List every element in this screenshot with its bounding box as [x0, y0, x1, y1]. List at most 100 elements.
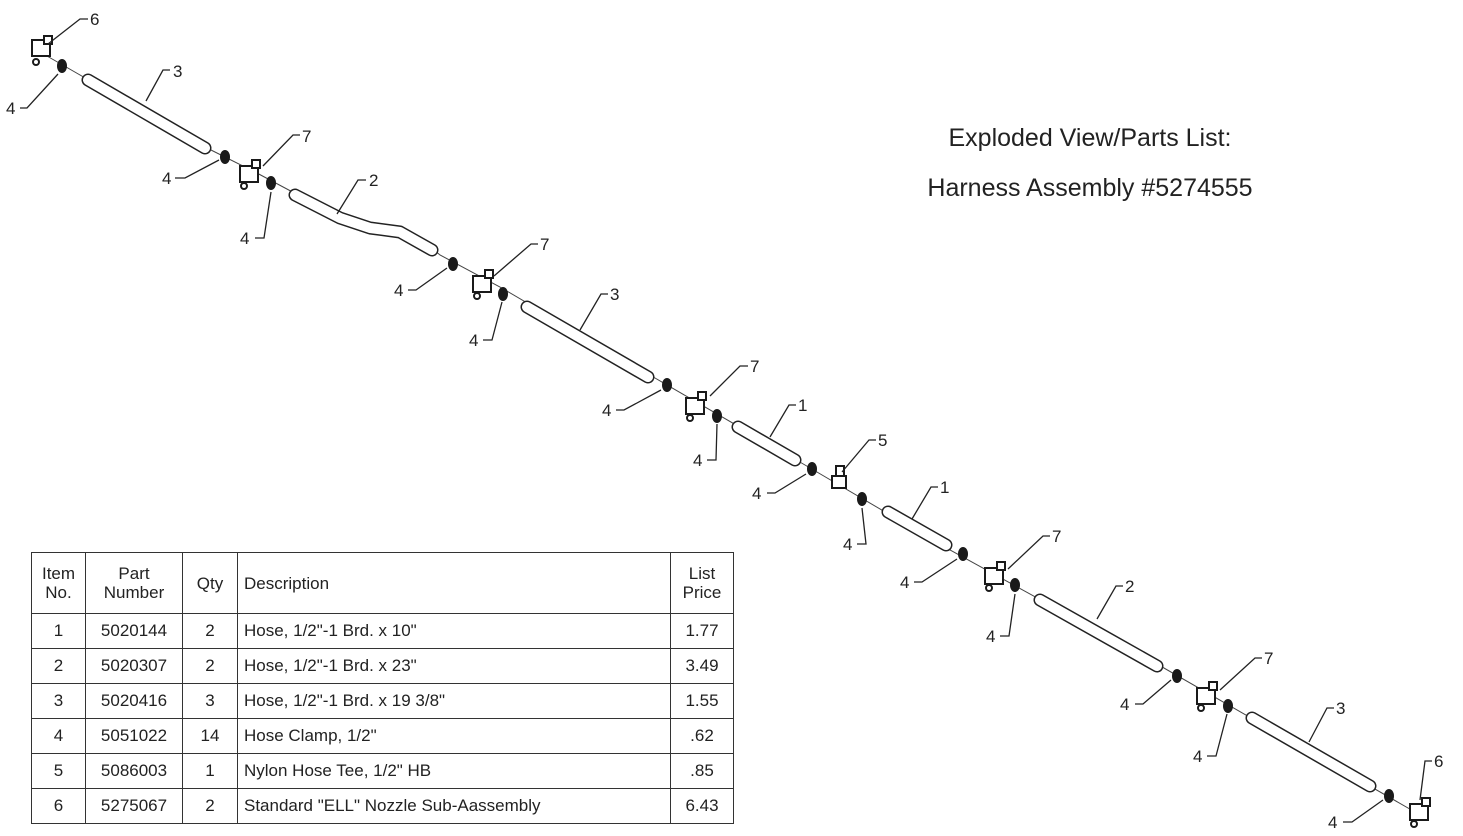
- header-list-price: List Price: [670, 552, 734, 614]
- cell-part: 5275067: [85, 788, 183, 824]
- callout-7-b: 7: [540, 235, 549, 254]
- hose-clamps: [57, 59, 1394, 803]
- table-row: 4 5051022 14 Hose Clamp, 1/2" .62: [31, 718, 734, 754]
- cell-qty: 2: [182, 648, 238, 684]
- callout-4-d: 4: [394, 281, 403, 300]
- callout-2-lower: 2: [1125, 577, 1134, 596]
- cell-item: 5: [31, 753, 86, 789]
- cell-item: 6: [31, 788, 86, 824]
- callout-4-g: 4: [693, 451, 702, 470]
- nozzle-7-b: [472, 269, 494, 300]
- cell-description: Hose, 1/2"-1 Brd. x 10": [237, 613, 671, 649]
- header-item-line2: No.: [45, 583, 72, 602]
- cell-part: 5086003: [85, 753, 183, 789]
- callout-labels: 6 3 4 4 7 2 4 4 7 3 4 4 7 1 4 4 5 1 4 4 …: [6, 10, 1443, 832]
- callout-7-c: 7: [750, 357, 759, 376]
- header-qty: Qty: [182, 552, 238, 614]
- hose-3-top: [81, 73, 212, 155]
- title-line-1: Exploded View/Parts List:: [948, 124, 1232, 152]
- callout-3-middle: 3: [610, 285, 619, 304]
- leader-lines: [20, 18, 1432, 823]
- cell-qty: 2: [182, 613, 238, 649]
- header-price-line1: List: [688, 564, 716, 583]
- cell-qty: 14: [182, 718, 238, 754]
- hose-1-lower: [881, 505, 953, 552]
- callout-7-e: 7: [1264, 649, 1273, 668]
- header-part-line2: Number: [103, 583, 165, 602]
- parts-table-header-row: Item No. Part Number Qty Description Lis…: [31, 552, 734, 614]
- cell-item: 3: [31, 683, 86, 719]
- table-row: 1 5020144 2 Hose, 1/2"-1 Brd. x 10" 1.77: [31, 613, 734, 649]
- callout-6-top: 6: [90, 10, 99, 29]
- cell-description: Hose Clamp, 1/2": [237, 718, 671, 754]
- cell-description: Hose, 1/2"-1 Brd. x 19 3/8": [237, 683, 671, 719]
- parts-list-table: Item No. Part Number Qty Description Lis…: [31, 552, 734, 824]
- callout-5: 5: [878, 431, 887, 450]
- header-item-no: Item No.: [31, 552, 86, 614]
- tee-5: [831, 465, 847, 489]
- callout-7-d: 7: [1052, 527, 1061, 546]
- callout-4-b: 4: [162, 169, 171, 188]
- callout-1-upper: 1: [798, 396, 807, 415]
- nozzle-6-top: [31, 35, 53, 66]
- hose-3-middle: [520, 300, 655, 384]
- cell-description: Standard "ELL" Nozzle Sub-Aassembly: [237, 788, 671, 824]
- hose-2-upper: [288, 188, 439, 257]
- nozzle-6-bottom: [1409, 797, 1431, 828]
- callout-4-a: 4: [6, 99, 15, 118]
- callout-4-e: 4: [469, 331, 478, 350]
- title-line-2: Harness Assembly #5274555: [927, 174, 1253, 202]
- table-row: 6 5275067 2 Standard "ELL" Nozzle Sub-Aa…: [31, 788, 734, 824]
- callout-3-bottom: 3: [1336, 699, 1345, 718]
- cell-price: 6.43: [670, 788, 734, 824]
- nozzle-bodies: [31, 35, 1431, 828]
- cell-item: 1: [31, 613, 86, 649]
- cell-price: 1.55: [670, 683, 734, 719]
- header-item-line1: Item: [41, 564, 76, 583]
- callout-6-bottom: 6: [1434, 752, 1443, 771]
- callout-4-k: 4: [986, 627, 995, 646]
- nozzle-7-e: [1196, 681, 1218, 712]
- cell-price: .62: [670, 718, 734, 754]
- callout-4-f: 4: [602, 401, 611, 420]
- cell-part: 5020144: [85, 613, 183, 649]
- cell-price: .85: [670, 753, 734, 789]
- table-row: 2 5020307 2 Hose, 1/2"-1 Brd. x 23" 3.49: [31, 648, 734, 684]
- cell-part: 5020416: [85, 683, 183, 719]
- callout-4-m: 4: [1193, 747, 1202, 766]
- callout-2-upper: 2: [369, 171, 378, 190]
- hose-1-upper: [731, 420, 802, 467]
- cell-part: 5051022: [85, 718, 183, 754]
- cell-part: 5020307: [85, 648, 183, 684]
- callout-4-j: 4: [900, 573, 909, 592]
- callout-7-a: 7: [302, 127, 311, 146]
- cell-description: Nylon Hose Tee, 1/2" HB: [237, 753, 671, 789]
- table-row: 3 5020416 3 Hose, 1/2"-1 Brd. x 19 3/8" …: [31, 683, 734, 719]
- callout-4-c: 4: [240, 229, 249, 248]
- callout-4-n: 4: [1328, 813, 1337, 832]
- cell-qty: 1: [182, 753, 238, 789]
- callout-4-l: 4: [1120, 695, 1129, 714]
- header-part-line1: Part: [118, 564, 150, 583]
- cell-description: Hose, 1/2"-1 Brd. x 23": [237, 648, 671, 684]
- header-part-number: Part Number: [85, 552, 183, 614]
- nozzle-7-c: [685, 391, 707, 422]
- callout-4-h: 4: [752, 484, 761, 503]
- callout-4-i: 4: [843, 535, 852, 554]
- callout-3-top: 3: [173, 62, 182, 81]
- cell-item: 2: [31, 648, 86, 684]
- hose-2-lower: [1033, 593, 1164, 673]
- hose-3-bottom: [1245, 711, 1377, 793]
- cell-qty: 2: [182, 788, 238, 824]
- header-price-line2: Price: [682, 583, 722, 602]
- callout-1-lower: 1: [940, 478, 949, 497]
- table-row: 5 5086003 1 Nylon Hose Tee, 1/2" HB .85: [31, 753, 734, 789]
- cell-item: 4: [31, 718, 86, 754]
- cell-qty: 3: [182, 683, 238, 719]
- nozzle-7-a: [239, 159, 261, 190]
- nozzle-7-d: [984, 561, 1006, 592]
- cell-price: 3.49: [670, 648, 734, 684]
- cell-price: 1.77: [670, 613, 734, 649]
